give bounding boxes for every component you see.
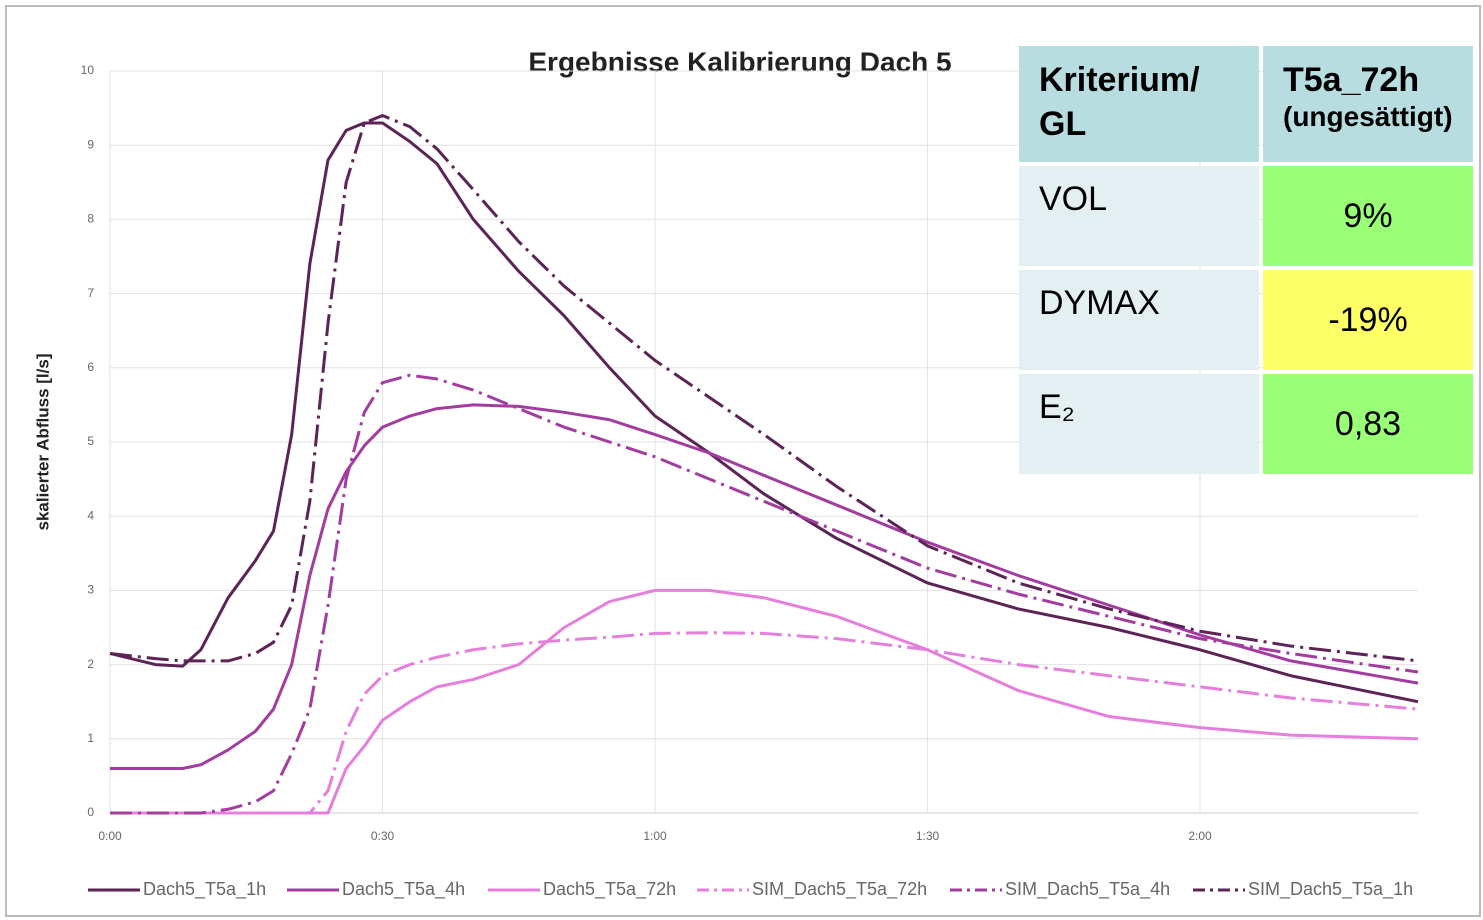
row-label: E₂ (1019, 374, 1259, 474)
legend-label: SIM_Dach5_T5a_72h (752, 879, 927, 900)
legend-label: SIM_Dach5_T5a_4h (1005, 879, 1170, 900)
y-tick-label: 3 (87, 583, 94, 597)
criteria-table: Kriterium/ GL T5a_72h (ungesättigt) VOL 9%… (1015, 42, 1477, 478)
row-value: 9% (1263, 166, 1473, 266)
series-line (110, 373, 1419, 815)
table-row: VOL 9% (1019, 166, 1473, 266)
x-tick-label: 1:30 (916, 829, 940, 843)
header-column-note: (ungesättigt) (1283, 101, 1453, 132)
legend-label: Dach5_T5a_4h (342, 879, 465, 900)
frame (5, 5, 1481, 917)
legend-label: SIM_Dach5_T5a_1h (1248, 879, 1413, 900)
legend-label: Dach5_T5a_72h (543, 879, 676, 900)
y-tick-label: 2 (87, 657, 94, 671)
x-tick-label: 0:00 (98, 829, 122, 843)
y-tick-label: 7 (87, 286, 94, 300)
header-criterion: Kriterium/ GL (1019, 46, 1259, 162)
x-tick-label: 2:00 (1188, 829, 1212, 843)
y-tick-label: 9 (87, 137, 94, 151)
row-value: -19% (1263, 270, 1473, 370)
header-column: T5a_72h (ungesättigt) (1263, 46, 1473, 162)
series-line (110, 588, 1419, 815)
x-tick-label: 1:00 (643, 829, 667, 843)
row-value: 0,83 (1263, 374, 1473, 474)
y-tick-label: 0 (87, 805, 94, 819)
y-tick-label: 4 (87, 508, 94, 522)
y-axis-label: skalierter Abfluss [l/s] (33, 354, 52, 531)
y-tick-label: 8 (87, 212, 94, 226)
chart-title: Ergebnisse Kalibrierung Dach 5 (528, 46, 951, 77)
table-row: DYMAX -19% (1019, 270, 1473, 370)
series-line (110, 631, 1419, 815)
row-label: VOL (1019, 166, 1259, 266)
series-line (109, 121, 1419, 704)
legend-label: Dach5_T5a_1h (143, 879, 266, 900)
table-row: E₂ 0,83 (1019, 374, 1473, 474)
row-label: DYMAX (1019, 270, 1259, 370)
series-line (109, 114, 1419, 663)
y-tick-label: 5 (87, 434, 94, 448)
y-tick-label: 6 (87, 360, 94, 374)
x-tick-label: 0:30 (371, 829, 395, 843)
header-column-name: T5a_72h (1283, 61, 1420, 99)
y-tick-label: 1 (87, 731, 94, 745)
series-line (110, 403, 1419, 770)
y-tick-label: 10 (81, 63, 95, 77)
